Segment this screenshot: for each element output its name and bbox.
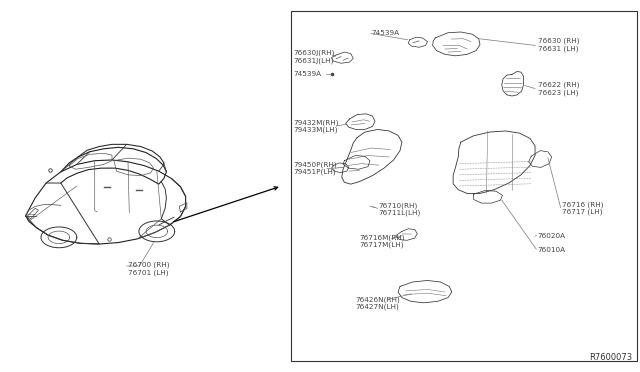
Text: 76622 (RH)
76623 (LH): 76622 (RH) 76623 (LH) [538, 81, 579, 96]
Text: 76716M(RH)
76717M(LH): 76716M(RH) 76717M(LH) [360, 234, 405, 248]
Text: 74539A: 74539A [371, 31, 399, 36]
Text: 76710(RH)
76711L(LH): 76710(RH) 76711L(LH) [379, 202, 421, 216]
Text: R7600073: R7600073 [589, 353, 632, 362]
Text: 74539A: 74539A [293, 71, 321, 77]
Text: 79450P(RH)
79451P(LH): 79450P(RH) 79451P(LH) [293, 161, 337, 175]
Text: 76020A: 76020A [538, 233, 566, 239]
Bar [291, 11, 637, 361]
Text: 76630J(RH)
76631J(LH): 76630J(RH) 76631J(LH) [293, 49, 335, 64]
Text: 79432M(RH)
79433M(LH): 79432M(RH) 79433M(LH) [293, 119, 339, 134]
Text: 76426N(RH)
76427N(LH): 76426N(RH) 76427N(LH) [356, 296, 401, 310]
Text: 76716 (RH)
76717 (LH): 76716 (RH) 76717 (LH) [562, 201, 604, 215]
Text: 76010A: 76010A [538, 247, 566, 253]
Text: 76630 (RH)
76631 (LH): 76630 (RH) 76631 (LH) [538, 38, 579, 52]
Text: 76700 (RH)
76701 (LH): 76700 (RH) 76701 (LH) [128, 262, 170, 276]
